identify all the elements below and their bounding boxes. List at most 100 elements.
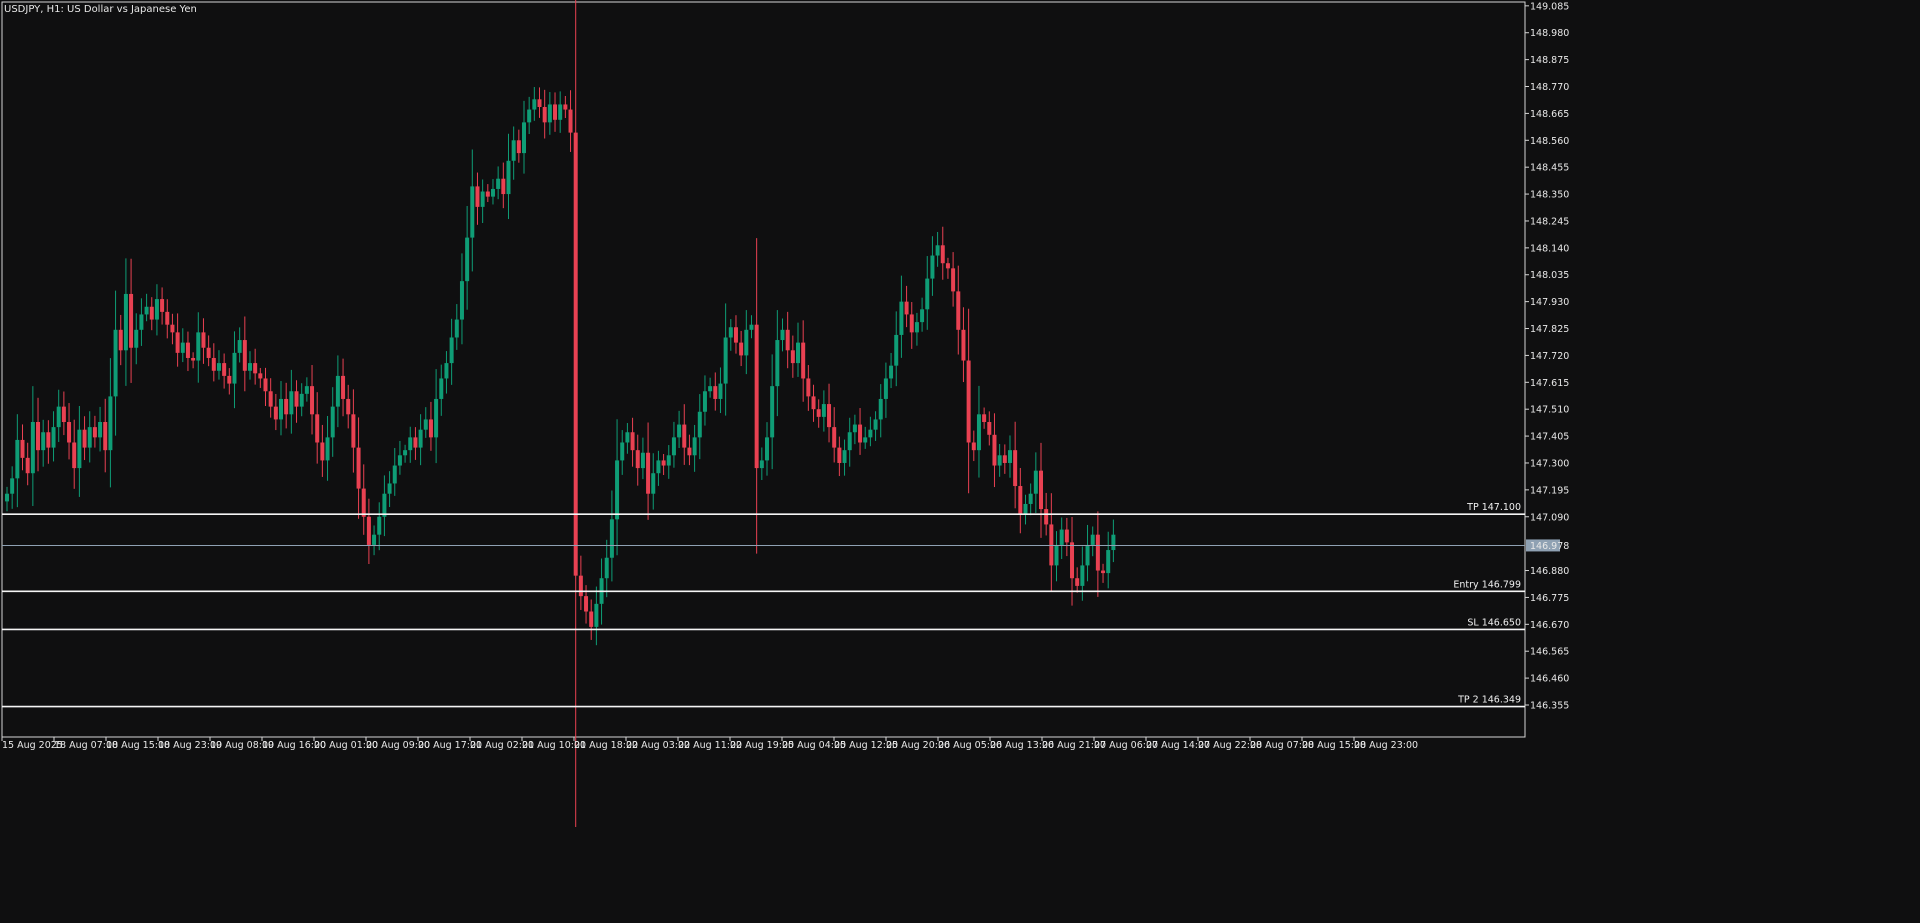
price-tick-label: 146.355 — [1530, 700, 1569, 711]
bullish-candle — [708, 386, 713, 392]
bearish-candle — [149, 306, 154, 320]
trade-level-label: Entry 146.799 — [1453, 579, 1521, 590]
bearish-candle — [351, 414, 356, 448]
bullish-candle — [480, 191, 485, 207]
bullish-candle — [15, 439, 20, 479]
bearish-candle — [201, 332, 206, 348]
price-tick-label: 148.980 — [1530, 28, 1569, 39]
price-tick-label: 148.560 — [1530, 136, 1569, 147]
bearish-candle — [992, 434, 997, 466]
bullish-candle — [527, 109, 532, 123]
bullish-candle — [1085, 544, 1090, 566]
bearish-candle — [175, 332, 180, 353]
bullish-candle — [330, 406, 335, 438]
bullish-candle — [873, 419, 878, 430]
bearish-candle — [20, 439, 25, 458]
time-tick-label: 22 Aug 11:00 — [678, 740, 742, 751]
bearish-candle — [222, 363, 227, 376]
price-tick-label: 147.510 — [1530, 405, 1569, 416]
bullish-candle — [925, 278, 930, 310]
bullish-candle — [522, 122, 526, 154]
time-tick-label: 22 Aug 03:00 — [626, 740, 690, 751]
bullish-candle — [490, 188, 495, 197]
bullish-candle — [547, 104, 552, 123]
bearish-candle — [1101, 570, 1106, 574]
bearish-candle — [103, 422, 108, 451]
price-tick-label: 148.770 — [1530, 82, 1569, 93]
bullish-candle — [5, 493, 9, 502]
bearish-candle — [630, 432, 635, 451]
trade-levels[interactable]: TP 147.100 Entry 146.799 SL 146.650 TP 2 14… — [2, 502, 1525, 708]
bearish-candle — [36, 422, 41, 451]
bearish-candle — [1064, 529, 1069, 543]
bullish-candle — [382, 493, 387, 517]
time-tick-label: 27 Aug 22:00 — [1198, 740, 1262, 751]
bullish-candle — [868, 429, 873, 438]
time-tick-label: 18 Aug 07:00 — [54, 740, 118, 751]
bullish-candle — [770, 386, 775, 438]
bullish-candle — [98, 422, 103, 438]
price-tick-label: 148.350 — [1530, 190, 1569, 201]
bullish-candle — [113, 329, 118, 397]
bearish-candle — [258, 373, 263, 379]
plot-frame — [1, 1, 1526, 738]
bullish-candle — [408, 437, 413, 451]
bearish-candle — [801, 342, 806, 379]
bullish-candle — [697, 411, 702, 438]
bullish-candle — [718, 383, 723, 399]
bullish-candle — [878, 398, 883, 420]
time-tick-label: 15 Aug 2025 — [2, 740, 63, 751]
bullish-candle — [775, 340, 780, 387]
bullish-candle — [289, 391, 294, 415]
bullish-candle — [1028, 493, 1033, 504]
time-tick-label: 21 Aug 02:00 — [470, 740, 534, 751]
time-tick-label: 26 Aug 21:00 — [1042, 740, 1106, 751]
time-tick-label: 20 Aug 09:00 — [366, 740, 430, 751]
bearish-candle — [563, 104, 568, 110]
bullish-candle — [759, 460, 764, 469]
time-tick-label: 21 Aug 18:00 — [574, 740, 638, 751]
bullish-candle — [702, 391, 707, 412]
bearish-candle — [320, 442, 325, 461]
bullish-candle — [335, 375, 340, 407]
bullish-candle — [780, 329, 785, 341]
bullish-candle — [387, 483, 392, 494]
time-tick-label: 20 Aug 01:00 — [314, 740, 378, 751]
bullish-candle — [449, 337, 454, 364]
bearish-candle — [211, 357, 216, 371]
bullish-candle — [1033, 470, 1038, 494]
bearish-candle — [315, 414, 320, 443]
bullish-candle — [41, 432, 46, 451]
trade-level-label: TP 2 146.349 — [1457, 695, 1521, 706]
bearish-candle — [341, 375, 346, 399]
price-tick-label: 148.665 — [1530, 109, 1569, 120]
bullish-candle — [134, 329, 139, 348]
bearish-candle — [1095, 534, 1100, 571]
bullish-candle — [899, 301, 904, 335]
bullish-candle — [51, 427, 56, 448]
price-axis[interactable]: 149.085 148.980 148.875 148.770 148.665 148.5… — [1525, 1, 1569, 711]
bearish-candle — [816, 409, 821, 417]
bearish-candle — [1049, 524, 1054, 566]
bullish-candle — [506, 160, 511, 195]
bullish-candle — [1106, 550, 1111, 574]
price-tick-label: 146.460 — [1530, 674, 1569, 685]
bearish-candle — [832, 427, 837, 448]
bearish-candle — [67, 422, 72, 443]
bearish-candle — [1013, 450, 1018, 487]
time-tick-label: 18 Aug 15:00 — [106, 740, 170, 751]
bearish-candle — [951, 268, 956, 292]
price-tick-label: 147.090 — [1530, 512, 1569, 523]
bearish-candle — [982, 414, 987, 422]
bearish-candle — [170, 324, 175, 333]
bearish-candle — [284, 398, 289, 415]
bearish-candle — [785, 329, 790, 351]
bearish-candle — [553, 104, 558, 120]
bearish-candle — [185, 342, 190, 358]
bearish-candle — [827, 404, 832, 428]
bullish-candle — [976, 414, 981, 451]
bullish-candle — [1007, 450, 1012, 463]
